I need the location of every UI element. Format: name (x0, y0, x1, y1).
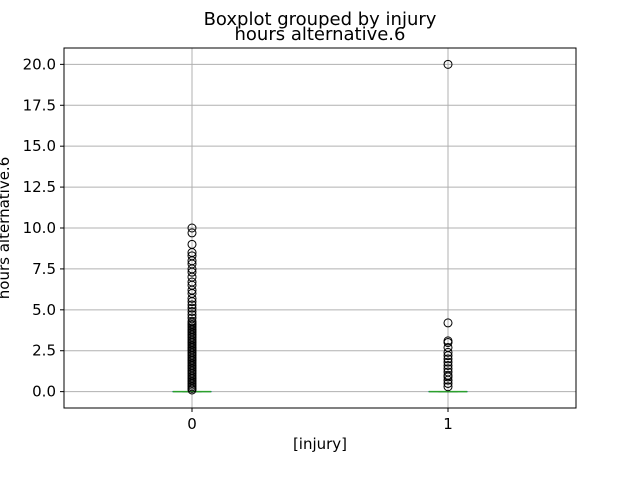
outlier-point (443, 364, 453, 374)
outlier-point (443, 367, 453, 377)
y-tick-label: 10.0 (23, 219, 56, 237)
x-tick-label: 0 (187, 415, 197, 433)
y-tick-label: 15.0 (23, 137, 56, 155)
box-group-1 (428, 59, 468, 393)
outlier-point (187, 239, 197, 249)
outlier-point (443, 370, 453, 380)
outlier-point (187, 277, 197, 287)
outlier-point (443, 336, 453, 346)
outlier-point (187, 228, 197, 238)
x-tick-label: 1 (443, 415, 453, 433)
outlier-point (443, 342, 453, 352)
outlier-point (187, 313, 197, 323)
outlier-point (187, 316, 197, 326)
y-tick-label: 12.5 (23, 178, 56, 196)
y-tick-label: 7.5 (32, 260, 56, 278)
axis-ticks: 0.0 2.5 5.0 7.5 10.0 12.5 15.0 17.5 20.0 0 1 (23, 55, 453, 433)
outlier-point (187, 300, 197, 310)
y-tick-label: 5.0 (32, 301, 56, 319)
chart-suptitle: Boxplot grouped by injury (204, 9, 437, 30)
y-tick-label: 0.0 (32, 383, 56, 401)
outlier-point (443, 382, 453, 392)
plot-area (172, 59, 468, 395)
box-group-0 (172, 223, 212, 395)
outlier-point (443, 357, 453, 367)
y-axis-label: hours alternative.6 (0, 157, 13, 299)
outlier-point (187, 251, 197, 261)
outlier-point (187, 223, 197, 233)
y-tick-label: 20.0 (23, 55, 56, 73)
x-axis-label: [injury] (293, 435, 347, 453)
y-tick-label: 2.5 (32, 342, 56, 360)
outlier-point (443, 318, 453, 328)
outlier-point (443, 347, 453, 357)
outlier-point (187, 310, 197, 320)
outlier-point (187, 306, 197, 316)
outlier-point (443, 360, 453, 370)
outlier-point (443, 354, 453, 364)
chart-title: hours alternative.6 (235, 24, 406, 45)
grid-lines (64, 48, 576, 408)
outlier-point (443, 59, 453, 69)
y-tick-label: 17.5 (23, 96, 56, 114)
outlier-point (187, 303, 197, 313)
